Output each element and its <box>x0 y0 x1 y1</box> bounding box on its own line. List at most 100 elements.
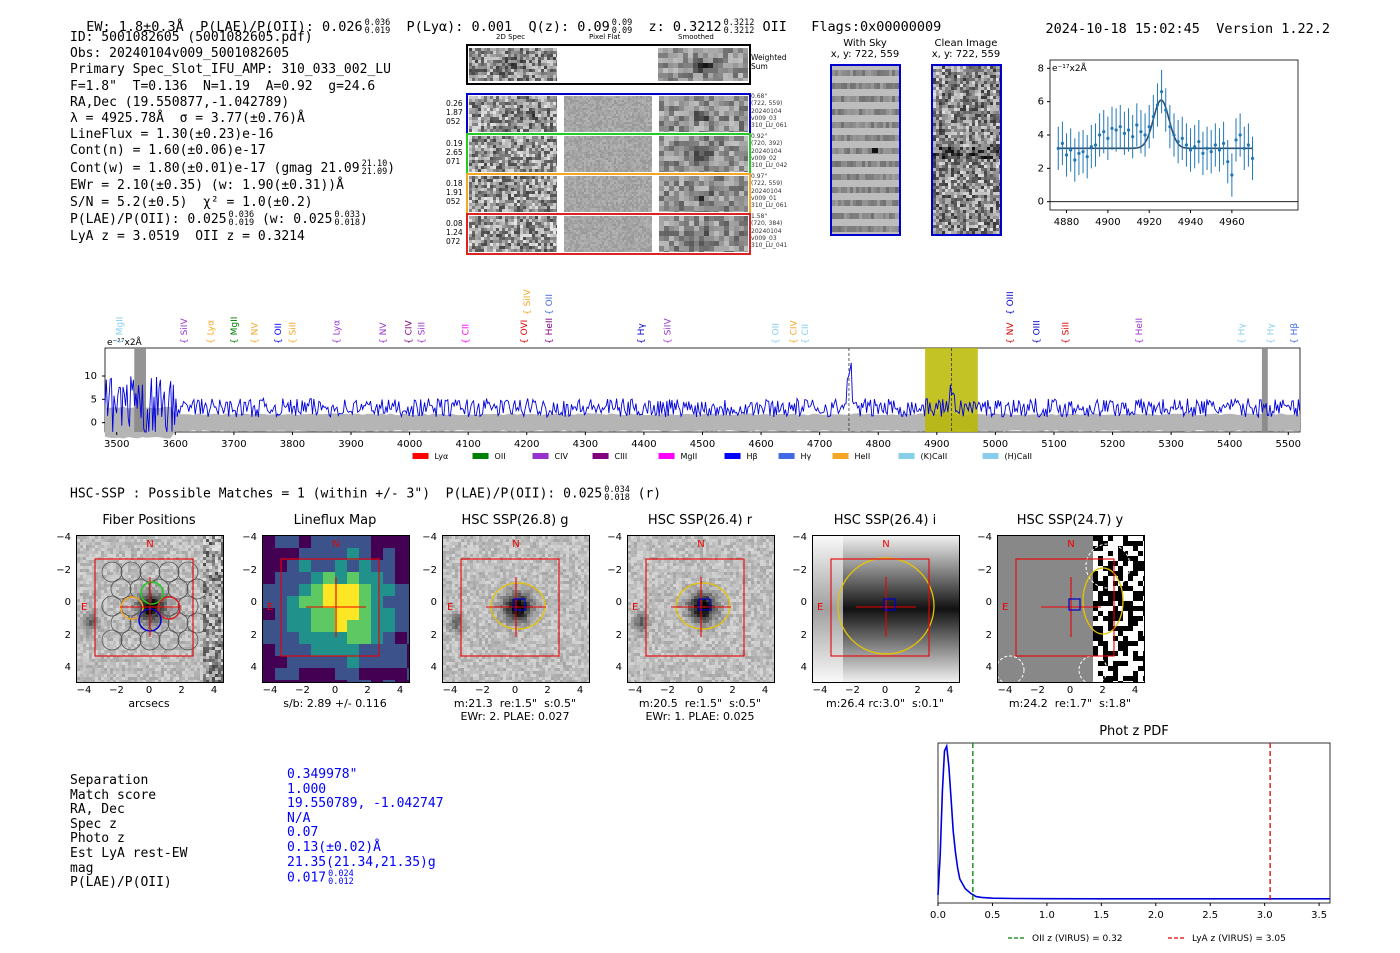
cutout-pixel <box>146 656 149 659</box>
spectrum-line-label: { SiIV <box>663 318 673 344</box>
cutout-pixel <box>200 629 203 632</box>
sky-stripe <box>871 135 874 141</box>
clean-pixel <box>999 183 1002 186</box>
cutout-pixel <box>446 545 449 548</box>
cutout-pixel <box>86 554 89 557</box>
cutout-pixel <box>134 539 137 542</box>
sky-stripe <box>874 83 877 89</box>
clean-pixel <box>954 195 957 198</box>
clean-pixel <box>948 186 951 189</box>
cutout-pixel <box>155 665 158 668</box>
clean-pixel <box>975 177 978 180</box>
clean-pixel <box>987 99 990 102</box>
cutout-pixel <box>536 554 539 557</box>
clean-pixel <box>942 108 945 111</box>
cutout-pixel <box>176 608 179 611</box>
spec-row-right-value: v009_03 <box>751 234 777 242</box>
cutout-pixel <box>110 647 113 650</box>
sky-stripe <box>877 200 880 206</box>
clean-pixel <box>936 198 939 201</box>
cutout-pixel <box>77 653 80 656</box>
cutout-pixel <box>197 617 200 620</box>
lineflux-pixel <box>311 668 323 680</box>
cutout-pixel <box>149 575 152 578</box>
cutout-pixel <box>212 602 215 605</box>
cutout-pixel <box>122 551 125 554</box>
cutout-pixel <box>464 542 467 545</box>
clean-pixel <box>951 180 954 183</box>
cutout-pixel <box>140 647 143 650</box>
clean-pixel <box>933 72 936 75</box>
cutout-pixel <box>98 668 101 671</box>
cutout-pixel <box>221 647 223 650</box>
cutout-pixel <box>80 548 83 551</box>
cutout-pixel <box>218 629 221 632</box>
cutout-pixel <box>194 626 197 629</box>
sky-stripe <box>883 122 886 128</box>
cutout-pixel <box>188 659 191 662</box>
clean-pixel <box>990 195 993 198</box>
cutout-pixel <box>98 542 101 545</box>
clean-pixel <box>942 111 945 114</box>
cutout-pixel <box>500 545 503 548</box>
cutout-pixel <box>119 668 122 671</box>
cutout-pixel <box>167 629 170 632</box>
cutout-pixel <box>131 671 134 674</box>
cutout-pixel <box>92 644 95 647</box>
cutout-pixel <box>197 677 200 680</box>
cutout-pixel <box>116 590 119 593</box>
cutout-pixel <box>194 548 197 551</box>
cutout-pixel <box>134 593 137 596</box>
clean-pixel <box>978 129 981 132</box>
clean-pixel <box>996 231 999 234</box>
clean-pixel <box>990 216 993 219</box>
spectrum-xtick-label: 4200 <box>514 439 539 450</box>
clean-pixel <box>936 195 939 198</box>
lineflux-pixel <box>371 668 383 680</box>
lineflux-pixel <box>347 572 359 584</box>
cutout-pixel <box>215 584 218 587</box>
cutout-pixel <box>203 578 206 581</box>
cutout-pixel <box>464 536 467 539</box>
cutout-pixel <box>491 536 494 539</box>
cutout-pixel <box>110 566 113 569</box>
cutout-pixel <box>548 545 551 548</box>
clean-pixel <box>942 186 945 189</box>
cutout-pixel <box>173 536 176 539</box>
zoom-data-point <box>1197 140 1201 144</box>
clean-pixel <box>945 174 948 177</box>
clean-pixel <box>987 72 990 75</box>
clean-pixel <box>975 216 978 219</box>
cutout-pixel <box>143 641 146 644</box>
lineflux-pixel <box>287 620 299 632</box>
cutout-pixel <box>134 647 137 650</box>
zoom-xtick-label: 4880 <box>1054 217 1079 228</box>
cutout-pixel <box>203 551 206 554</box>
cutout-pixel <box>215 671 218 674</box>
cutout-pixel <box>179 638 182 641</box>
cutout-pixel <box>125 626 128 629</box>
lineflux-pixel <box>407 668 409 680</box>
zoom-data-point <box>1172 133 1176 137</box>
cutout-pixel <box>170 536 173 539</box>
cutout-pixel <box>116 653 119 656</box>
clean-pixel <box>999 81 1002 84</box>
clean-pixel <box>987 126 990 129</box>
cutout-pixel <box>182 551 185 554</box>
clean-pixel <box>942 195 945 198</box>
cutout-pixel <box>131 539 134 542</box>
cutout-pixel <box>116 635 119 638</box>
clean-pixel <box>978 90 981 93</box>
sky-stripe <box>886 187 889 193</box>
sky-stripe <box>838 148 841 154</box>
cutout-pixel <box>221 662 223 665</box>
cutout-pixel <box>92 623 95 626</box>
cutout-pixel <box>152 626 155 629</box>
cutout-pixel <box>89 665 92 668</box>
clean-pixel <box>993 183 996 186</box>
sky-stripe <box>889 148 892 154</box>
sky-stripe <box>835 226 838 232</box>
cutout-pixel <box>143 539 146 542</box>
